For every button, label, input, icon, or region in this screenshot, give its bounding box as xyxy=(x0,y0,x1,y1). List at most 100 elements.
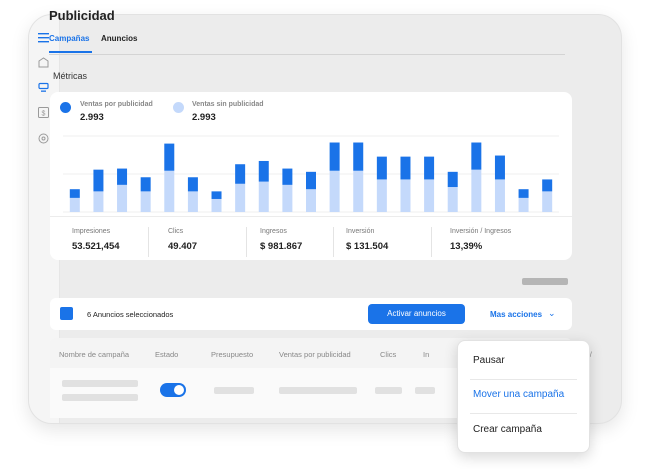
bar-organic-segment xyxy=(117,184,128,212)
select-all-checkbox[interactable] xyxy=(60,307,73,320)
bar-ads-segment xyxy=(376,156,387,180)
page-title: Publicidad xyxy=(49,8,115,23)
bar-organic-segment xyxy=(211,198,222,212)
tab-campanas[interactable]: Campañas xyxy=(49,34,90,43)
tab-bar: Campañas Anuncios xyxy=(49,34,565,55)
col-clics[interactable]: Clics xyxy=(380,350,397,359)
bar-organic-segment xyxy=(329,170,340,212)
sales-bar-chart xyxy=(63,135,559,213)
menu-icon[interactable] xyxy=(37,31,50,44)
placeholder-text xyxy=(214,387,254,394)
metrics-card: Ventas por publicidad 2.993 Ventas sin p… xyxy=(50,92,572,260)
legend-dot-organic xyxy=(173,102,184,113)
bar-ads-segment xyxy=(93,169,104,192)
metrics-heading: Métricas xyxy=(53,71,88,81)
placeholder-text xyxy=(375,387,402,394)
settings-icon[interactable] xyxy=(37,132,50,145)
placeholder-text xyxy=(62,380,138,387)
bar-organic-segment xyxy=(471,169,482,212)
bar-ads-segment xyxy=(329,142,340,171)
bar-ads-segment xyxy=(235,164,246,184)
menu-divider xyxy=(470,413,577,414)
activate-ads-button[interactable]: Activar anuncios xyxy=(368,304,465,324)
bar-organic-segment xyxy=(424,179,435,212)
legend-ads-label: Ventas por publicidad xyxy=(80,101,153,108)
bar-organic-segment xyxy=(187,191,198,212)
svg-text:$: $ xyxy=(42,111,46,118)
col-inversion[interactable]: In xyxy=(423,350,430,359)
bar-ads-segment xyxy=(69,189,80,198)
bar-ads-segment xyxy=(306,171,316,190)
bar-organic-segment xyxy=(353,170,364,212)
bar-ads-segment xyxy=(140,177,151,192)
stat-value: 49.407 xyxy=(168,241,198,252)
bar-ads-segment xyxy=(518,189,529,198)
chevron-down-icon[interactable]: ⌄ xyxy=(548,308,556,318)
legend-organic-value: 2.993 xyxy=(192,112,216,123)
menu-divider xyxy=(470,379,577,380)
bar-organic-segment xyxy=(164,170,175,212)
menu-item-crear-campana[interactable]: Crear campaña xyxy=(473,424,542,435)
bar-ads-segment xyxy=(447,171,458,188)
bar-organic-segment xyxy=(235,183,246,212)
bar-ads-segment xyxy=(400,156,411,180)
bar-ads-segment xyxy=(117,168,128,185)
bar-ads-segment xyxy=(187,177,198,192)
bar-organic-segment xyxy=(542,191,553,212)
placeholder-text xyxy=(415,387,435,394)
stat-value: $ 981.867 xyxy=(260,241,303,252)
menu-item-mover-campana[interactable]: Mover una campaña xyxy=(473,389,565,400)
stats-row: Impresiones 53.521,454 Clics 49.407 Ingr… xyxy=(50,216,572,261)
stat-value: 53.521,454 xyxy=(72,241,120,252)
menu-item-pausar[interactable]: Pausar xyxy=(473,355,505,366)
divider xyxy=(148,227,149,257)
legend-ads-value: 2.993 xyxy=(80,112,104,123)
bar-organic-segment xyxy=(400,179,411,212)
legend-dot-ads xyxy=(60,102,71,113)
divider xyxy=(431,227,432,257)
stat-label: Impresiones xyxy=(72,228,111,235)
stat-value: 13,39% xyxy=(450,241,483,252)
bar-ads-segment xyxy=(424,156,435,180)
stat-label: Clics xyxy=(168,228,184,235)
bar-ads-segment xyxy=(258,160,269,182)
bar-ads-segment xyxy=(494,155,505,180)
status-toggle[interactable] xyxy=(160,383,186,397)
bar-organic-segment xyxy=(306,189,316,212)
toggle-knob xyxy=(174,385,184,395)
col-ventas[interactable]: Ventas por publicidad xyxy=(279,350,351,359)
placeholder-text xyxy=(279,387,357,394)
stat-label: Inversión xyxy=(346,228,375,235)
bar-organic-segment xyxy=(140,191,151,212)
bar-ads-segment xyxy=(542,179,553,192)
bar-ads-segment xyxy=(164,143,175,171)
selection-bar: 6 Anuncios seleccionados Activar anuncio… xyxy=(50,298,572,330)
bar-ads-segment xyxy=(353,142,364,171)
placeholder-bar xyxy=(522,278,568,285)
col-presupuesto[interactable]: Presupuesto xyxy=(211,350,254,359)
bar-ads-segment xyxy=(471,142,482,170)
shop-icon[interactable] xyxy=(37,56,50,69)
more-actions-menu: Pausar Mover una campaña Crear campaña xyxy=(457,340,590,453)
stat-value: $ 131.504 xyxy=(346,241,389,252)
bar-organic-segment xyxy=(93,191,104,212)
bar-organic-segment xyxy=(376,179,387,212)
legend-organic-label: Ventas sin publicidad xyxy=(192,101,264,108)
dollar-icon[interactable]: $ xyxy=(37,106,50,119)
stat-label: Inversión / Ingresos xyxy=(450,228,512,235)
col-nombre[interactable]: Nombre de campaña xyxy=(59,350,130,359)
tab-anuncios[interactable]: Anuncios xyxy=(101,34,138,43)
ads-icon[interactable] xyxy=(37,81,50,94)
bar-organic-segment xyxy=(69,197,80,212)
bar-organic-segment xyxy=(518,197,529,212)
selection-count: 6 Anuncios seleccionados xyxy=(87,310,174,319)
bar-ads-segment xyxy=(282,168,293,185)
col-estado[interactable]: Estado xyxy=(155,350,179,359)
stat-label: Ingresos xyxy=(260,228,287,235)
active-tab-indicator xyxy=(49,51,92,53)
bar-organic-segment xyxy=(258,181,269,212)
bar-organic-segment xyxy=(447,187,458,212)
divider xyxy=(246,227,247,257)
bar-organic-segment xyxy=(282,184,293,212)
more-actions-button[interactable]: Mas acciones xyxy=(490,310,543,319)
